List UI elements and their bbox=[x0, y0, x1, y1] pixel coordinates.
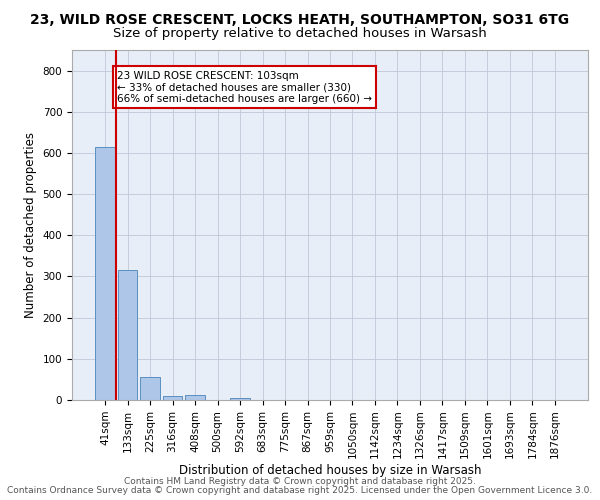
Text: Size of property relative to detached houses in Warsash: Size of property relative to detached ho… bbox=[113, 28, 487, 40]
Text: 23 WILD ROSE CRESCENT: 103sqm
← 33% of detached houses are smaller (330)
66% of : 23 WILD ROSE CRESCENT: 103sqm ← 33% of d… bbox=[117, 70, 372, 104]
Bar bbox=[95, 147, 115, 400]
Y-axis label: Number of detached properties: Number of detached properties bbox=[24, 132, 37, 318]
Bar bbox=[140, 378, 160, 400]
X-axis label: Distribution of detached houses by size in Warsash: Distribution of detached houses by size … bbox=[179, 464, 481, 477]
Text: Contains Ordnance Survey data © Crown copyright and database right 2025. License: Contains Ordnance Survey data © Crown co… bbox=[7, 486, 593, 495]
Text: 23, WILD ROSE CRESCENT, LOCKS HEATH, SOUTHAMPTON, SO31 6TG: 23, WILD ROSE CRESCENT, LOCKS HEATH, SOU… bbox=[31, 12, 569, 26]
Bar bbox=[118, 270, 137, 400]
Bar bbox=[163, 396, 182, 400]
Bar bbox=[230, 398, 250, 400]
Bar bbox=[185, 396, 205, 400]
Text: Contains HM Land Registry data © Crown copyright and database right 2025.: Contains HM Land Registry data © Crown c… bbox=[124, 477, 476, 486]
